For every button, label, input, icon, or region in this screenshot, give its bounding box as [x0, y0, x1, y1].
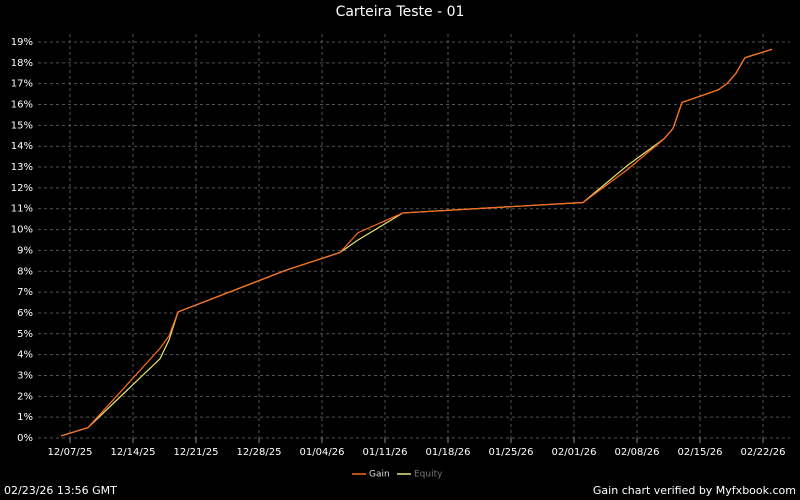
y-tick-label: 9% [17, 245, 33, 256]
y-tick-label: 14% [11, 141, 33, 152]
y-tick-label: 4% [17, 350, 33, 361]
y-tick-label: 12% [11, 183, 33, 194]
line-series [60, 48, 773, 437]
x-tick-label: 02/01/26 [552, 447, 597, 458]
x-tick-label: 01/04/26 [300, 447, 345, 458]
y-tick-label: 1% [17, 412, 33, 423]
footer-right: Gain chart verified by Myfxbook.com [593, 484, 796, 497]
x-tick-label: 01/11/26 [363, 447, 408, 458]
x-tick-label: 02/15/26 [678, 447, 723, 458]
x-tick-label: 12/07/25 [48, 447, 93, 458]
y-tick-label: 19% [11, 37, 33, 48]
y-tick-label: 10% [11, 225, 33, 236]
x-tick-label: 12/14/25 [111, 447, 156, 458]
y-tick-label: 11% [11, 204, 33, 215]
y-tick-label: 7% [17, 287, 33, 298]
y-tick-label: 0% [17, 433, 33, 444]
chart-title: Carteira Teste - 01 [336, 4, 465, 20]
y-tick-label: 8% [17, 266, 33, 277]
y-tick-label: 15% [11, 120, 33, 131]
y-tick-label: 13% [11, 162, 33, 173]
y-tick-label: 18% [11, 58, 33, 69]
y-tick-label: 16% [11, 100, 33, 111]
x-tick-label: 12/21/25 [174, 447, 219, 458]
y-tick-label: 2% [17, 391, 33, 402]
legend-label: Gain [369, 470, 390, 480]
y-tick-label: 6% [17, 308, 33, 319]
x-tick-label: 02/08/26 [615, 447, 660, 458]
footer-left: 02/23/26 13:56 GMT [4, 484, 117, 497]
y-tick-label: 5% [17, 329, 33, 340]
x-tick-label: 01/18/26 [426, 447, 471, 458]
line-series [60, 48, 773, 437]
x-tick-label: 02/22/26 [741, 447, 786, 458]
y-tick-label: 17% [11, 79, 33, 90]
x-tick-label: 01/25/26 [489, 447, 534, 458]
y-tick-label: 3% [17, 370, 33, 381]
x-tick-label: 12/28/25 [237, 447, 282, 458]
legend-label: Equity [414, 470, 443, 480]
